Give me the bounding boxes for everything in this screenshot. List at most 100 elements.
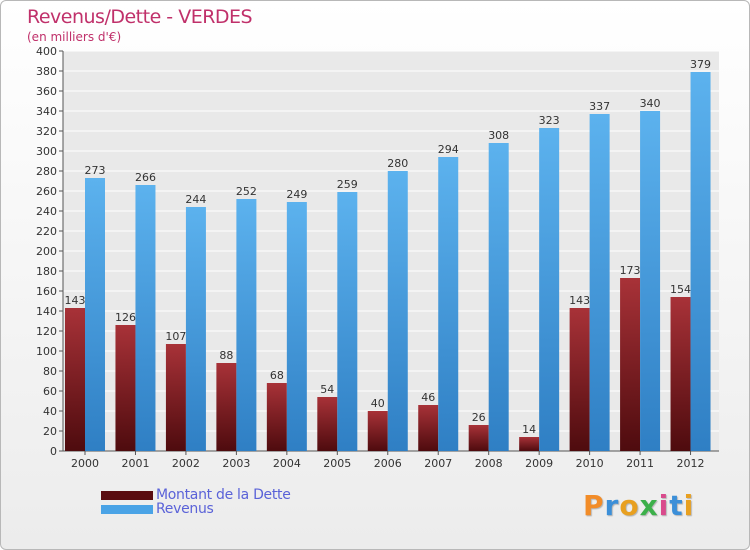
bar-debt-2002 — [165, 344, 186, 451]
y-tick-label: 40 — [43, 405, 57, 418]
y-tick-label: 340 — [36, 105, 57, 118]
bar-debt-2000 — [65, 308, 85, 451]
data-label-debt-2002: 107 — [165, 330, 186, 343]
data-label-debt-2003: 88 — [219, 349, 233, 362]
logo-letter: i — [658, 489, 670, 522]
bar-debt-2004 — [266, 383, 287, 451]
y-tick-label: 120 — [36, 325, 57, 338]
logo-letter: P — [583, 489, 605, 522]
y-tick-label: 0 — [50, 445, 57, 458]
x-tick-label: 2010 — [576, 457, 604, 470]
y-tick-label: 320 — [36, 125, 57, 138]
data-label-revenue-2010: 337 — [589, 100, 610, 113]
y-tick-label: 200 — [36, 245, 57, 258]
logo-letter: r — [604, 489, 620, 522]
bar-debt-2005 — [317, 397, 338, 451]
data-label-revenue-2002: 244 — [185, 193, 206, 206]
logo-letter: x — [639, 489, 659, 522]
bar-revenue-2011 — [640, 111, 661, 451]
data-label-revenue-2004: 249 — [286, 188, 307, 201]
y-tick-label: 20 — [43, 425, 57, 438]
data-label-revenue-2003: 252 — [236, 185, 257, 198]
bar-debt-2006 — [367, 411, 388, 451]
y-tick-label: 60 — [43, 385, 57, 398]
bar-revenue-2008 — [488, 143, 509, 451]
y-tick-label: 180 — [36, 265, 57, 278]
y-tick-label: 400 — [36, 45, 57, 58]
data-label-revenue-2000: 273 — [85, 164, 106, 177]
data-label-revenue-2009: 323 — [539, 114, 560, 127]
data-label-debt-2001: 126 — [115, 311, 136, 324]
data-label-debt-2006: 40 — [371, 397, 385, 410]
data-label-revenue-2005: 259 — [337, 178, 358, 191]
data-label-debt-2009: 14 — [522, 423, 536, 436]
legend-label-debt: Montant de la Dette — [156, 487, 291, 503]
data-label-debt-2012: 154 — [670, 283, 691, 296]
bar-revenue-2010 — [589, 114, 610, 451]
data-label-debt-2004: 68 — [270, 369, 284, 382]
x-tick-label: 2009 — [525, 457, 553, 470]
logo-letter: o — [619, 489, 640, 522]
x-tick-label: 2000 — [71, 457, 99, 470]
bar-revenue-2003 — [236, 199, 257, 451]
bar-debt-2011 — [620, 278, 641, 451]
data-label-revenue-2008: 308 — [488, 129, 509, 142]
x-tick-label: 2008 — [475, 457, 503, 470]
bar-revenue-2002 — [185, 207, 206, 451]
data-label-debt-2011: 173 — [620, 264, 641, 277]
y-tick-label: 240 — [36, 205, 57, 218]
y-tick-label: 360 — [36, 85, 57, 98]
bar-revenue-2004 — [286, 202, 307, 451]
bar-revenue-2012 — [690, 72, 711, 451]
y-tick-label: 260 — [36, 185, 57, 198]
bar-revenue-2000 — [85, 178, 105, 451]
x-tick-label: 2002 — [172, 457, 200, 470]
data-label-revenue-2011: 340 — [640, 97, 661, 110]
y-tick-label: 100 — [36, 345, 57, 358]
data-label-debt-2005: 54 — [320, 383, 334, 396]
legend-item-debt: Montant de la Dette — [101, 487, 291, 503]
bar-revenue-2001 — [135, 185, 156, 451]
bar-revenue-2009 — [539, 128, 560, 451]
data-label-revenue-2007: 294 — [438, 143, 459, 156]
bar-debt-2008 — [468, 425, 489, 451]
legend-swatch-revenue — [101, 504, 153, 514]
chart-title: Revenus/Dette - VERDES — [27, 6, 253, 28]
legend-item-revenue: Revenus — [101, 501, 214, 517]
logo-letter: i — [683, 489, 695, 522]
data-label-revenue-2012: 379 — [690, 58, 711, 71]
x-tick-label: 2005 — [323, 457, 351, 470]
data-label-revenue-2006: 280 — [387, 157, 408, 170]
y-tick-label: 80 — [43, 365, 57, 378]
data-label-revenue-2001: 266 — [135, 171, 156, 184]
proxiti-logo: Proxiti — [583, 489, 694, 522]
y-tick-label: 220 — [36, 225, 57, 238]
legend-label-revenue: Revenus — [156, 501, 214, 517]
data-label-debt-2007: 46 — [421, 391, 435, 404]
bar-revenue-2007 — [438, 157, 459, 451]
bar-debt-2003 — [216, 363, 237, 451]
bar-revenue-2005 — [337, 192, 358, 451]
x-tick-label: 2003 — [222, 457, 250, 470]
x-tick-label: 2006 — [374, 457, 402, 470]
bar-debt-2007 — [418, 405, 439, 451]
bar-debt-2012 — [670, 297, 691, 451]
bar-debt-2001 — [115, 325, 136, 451]
legend-swatch-debt — [101, 490, 153, 500]
y-tick-label: 380 — [36, 65, 57, 78]
logo-letter: t — [669, 489, 684, 522]
chart-subtitle: (en milliers d'€) — [27, 30, 122, 44]
y-tick-label: 160 — [36, 285, 57, 298]
data-label-debt-2008: 26 — [472, 411, 486, 424]
x-tick-label: 2001 — [121, 457, 149, 470]
x-tick-label: 2007 — [424, 457, 452, 470]
x-tick-label: 2004 — [273, 457, 301, 470]
y-tick-label: 140 — [36, 305, 57, 318]
data-label-debt-2010: 143 — [569, 294, 590, 307]
y-tick-label: 280 — [36, 165, 57, 178]
bar-debt-2009 — [519, 437, 540, 451]
data-label-debt-2000: 143 — [65, 294, 86, 307]
x-tick-label: 2011 — [626, 457, 654, 470]
